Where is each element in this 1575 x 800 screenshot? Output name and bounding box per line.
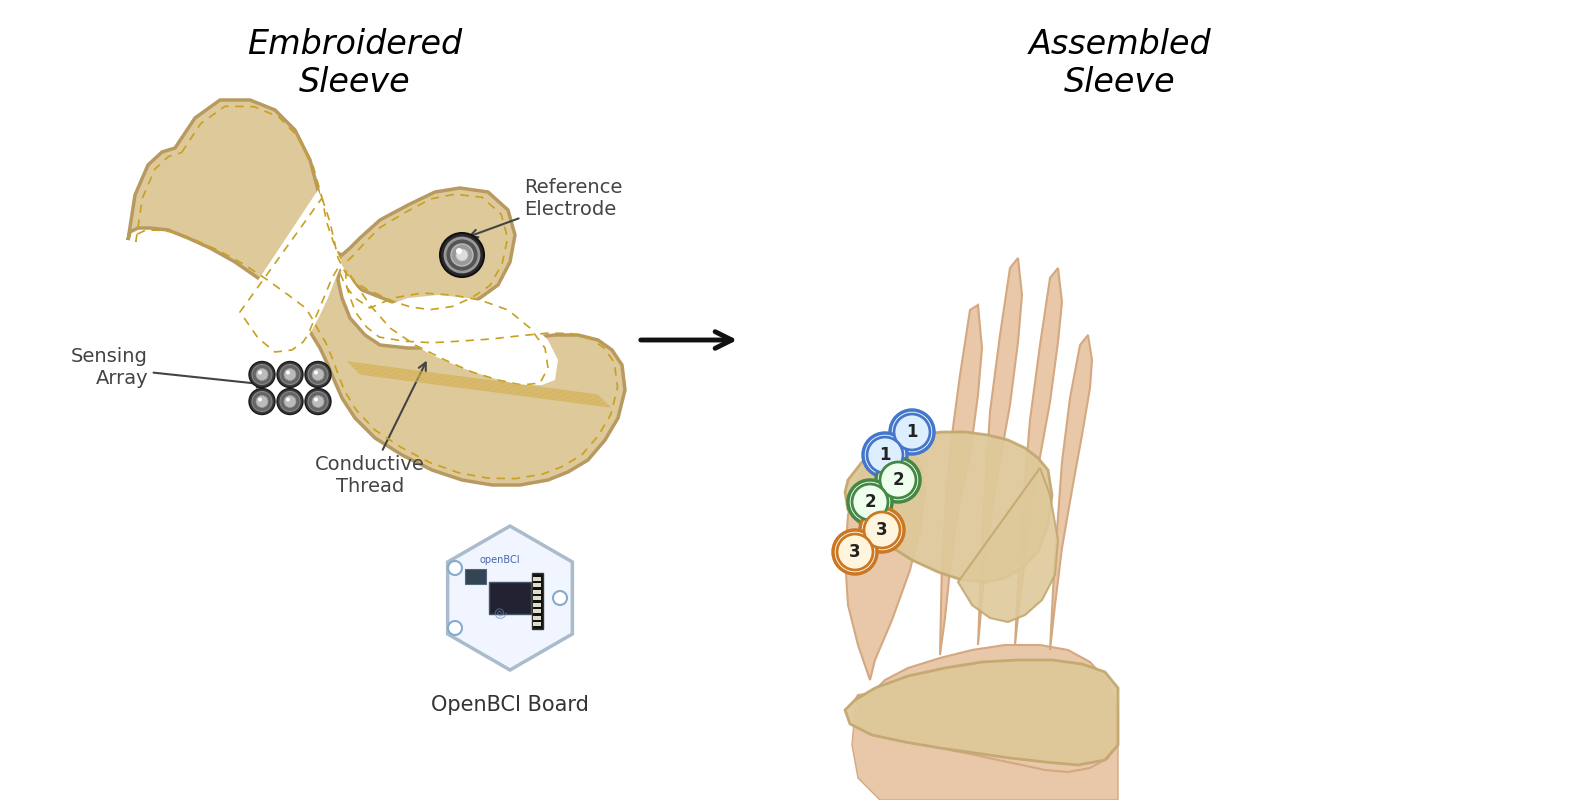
Circle shape — [866, 437, 902, 473]
Circle shape — [847, 480, 891, 524]
Circle shape — [865, 512, 899, 548]
Text: Embroidered
Sleeve: Embroidered Sleeve — [247, 28, 463, 99]
Circle shape — [313, 398, 318, 402]
Circle shape — [306, 362, 331, 387]
Circle shape — [252, 365, 272, 385]
Circle shape — [447, 561, 461, 575]
Text: Sensing
Array: Sensing Array — [71, 347, 265, 389]
Text: 2: 2 — [891, 471, 904, 489]
FancyBboxPatch shape — [488, 582, 531, 614]
Circle shape — [277, 389, 302, 414]
Circle shape — [280, 365, 299, 385]
Circle shape — [447, 621, 461, 635]
Text: OpenBCI Board: OpenBCI Board — [432, 695, 589, 715]
Circle shape — [880, 462, 917, 498]
Bar — [532, 602, 540, 606]
Bar — [532, 609, 540, 613]
Circle shape — [313, 370, 318, 374]
Circle shape — [252, 391, 272, 411]
Circle shape — [836, 534, 873, 570]
Circle shape — [287, 370, 290, 374]
Polygon shape — [958, 468, 1058, 622]
Circle shape — [312, 369, 324, 381]
Circle shape — [306, 389, 331, 414]
Circle shape — [257, 369, 268, 381]
Bar — [532, 596, 540, 600]
Circle shape — [852, 484, 888, 520]
Circle shape — [450, 244, 472, 266]
Polygon shape — [846, 432, 1052, 582]
Circle shape — [890, 410, 934, 454]
Circle shape — [553, 591, 567, 605]
Bar — [532, 622, 540, 626]
Text: 1: 1 — [906, 423, 918, 441]
Text: 3: 3 — [876, 521, 888, 539]
Circle shape — [457, 249, 468, 261]
Circle shape — [895, 414, 929, 450]
Polygon shape — [846, 442, 925, 680]
Circle shape — [280, 391, 299, 411]
Text: Assembled
Sleeve: Assembled Sleeve — [1028, 28, 1211, 99]
Circle shape — [876, 458, 920, 502]
Polygon shape — [235, 190, 558, 385]
Circle shape — [257, 395, 268, 407]
Bar — [532, 590, 540, 594]
Circle shape — [287, 398, 290, 402]
Circle shape — [863, 433, 907, 477]
Circle shape — [249, 389, 276, 414]
Text: 1: 1 — [879, 446, 891, 464]
Circle shape — [258, 398, 261, 402]
Polygon shape — [447, 526, 572, 670]
Circle shape — [312, 395, 324, 407]
Polygon shape — [1014, 268, 1062, 645]
Circle shape — [249, 362, 276, 387]
Circle shape — [284, 369, 296, 381]
Circle shape — [309, 365, 328, 385]
Bar — [532, 577, 540, 581]
Text: 3: 3 — [849, 543, 862, 561]
Circle shape — [277, 362, 302, 387]
Polygon shape — [978, 258, 1022, 645]
Text: openBCI: openBCI — [480, 555, 520, 565]
Polygon shape — [128, 100, 625, 485]
Polygon shape — [846, 660, 1118, 765]
Text: Conductive
Thread: Conductive Thread — [315, 362, 425, 496]
Circle shape — [258, 370, 261, 374]
Circle shape — [284, 395, 296, 407]
Bar — [532, 583, 540, 587]
Circle shape — [446, 238, 479, 272]
FancyBboxPatch shape — [465, 569, 485, 583]
Polygon shape — [940, 305, 981, 655]
Polygon shape — [852, 680, 1118, 800]
Circle shape — [439, 233, 484, 277]
Circle shape — [860, 508, 904, 552]
Text: Reference
Electrode: Reference Electrode — [469, 178, 622, 238]
Circle shape — [309, 391, 328, 411]
Bar — [532, 615, 540, 619]
Polygon shape — [855, 645, 1118, 772]
Circle shape — [833, 530, 877, 574]
Polygon shape — [1051, 335, 1091, 650]
Circle shape — [457, 248, 461, 254]
FancyBboxPatch shape — [531, 573, 542, 629]
Text: 2: 2 — [865, 493, 876, 511]
